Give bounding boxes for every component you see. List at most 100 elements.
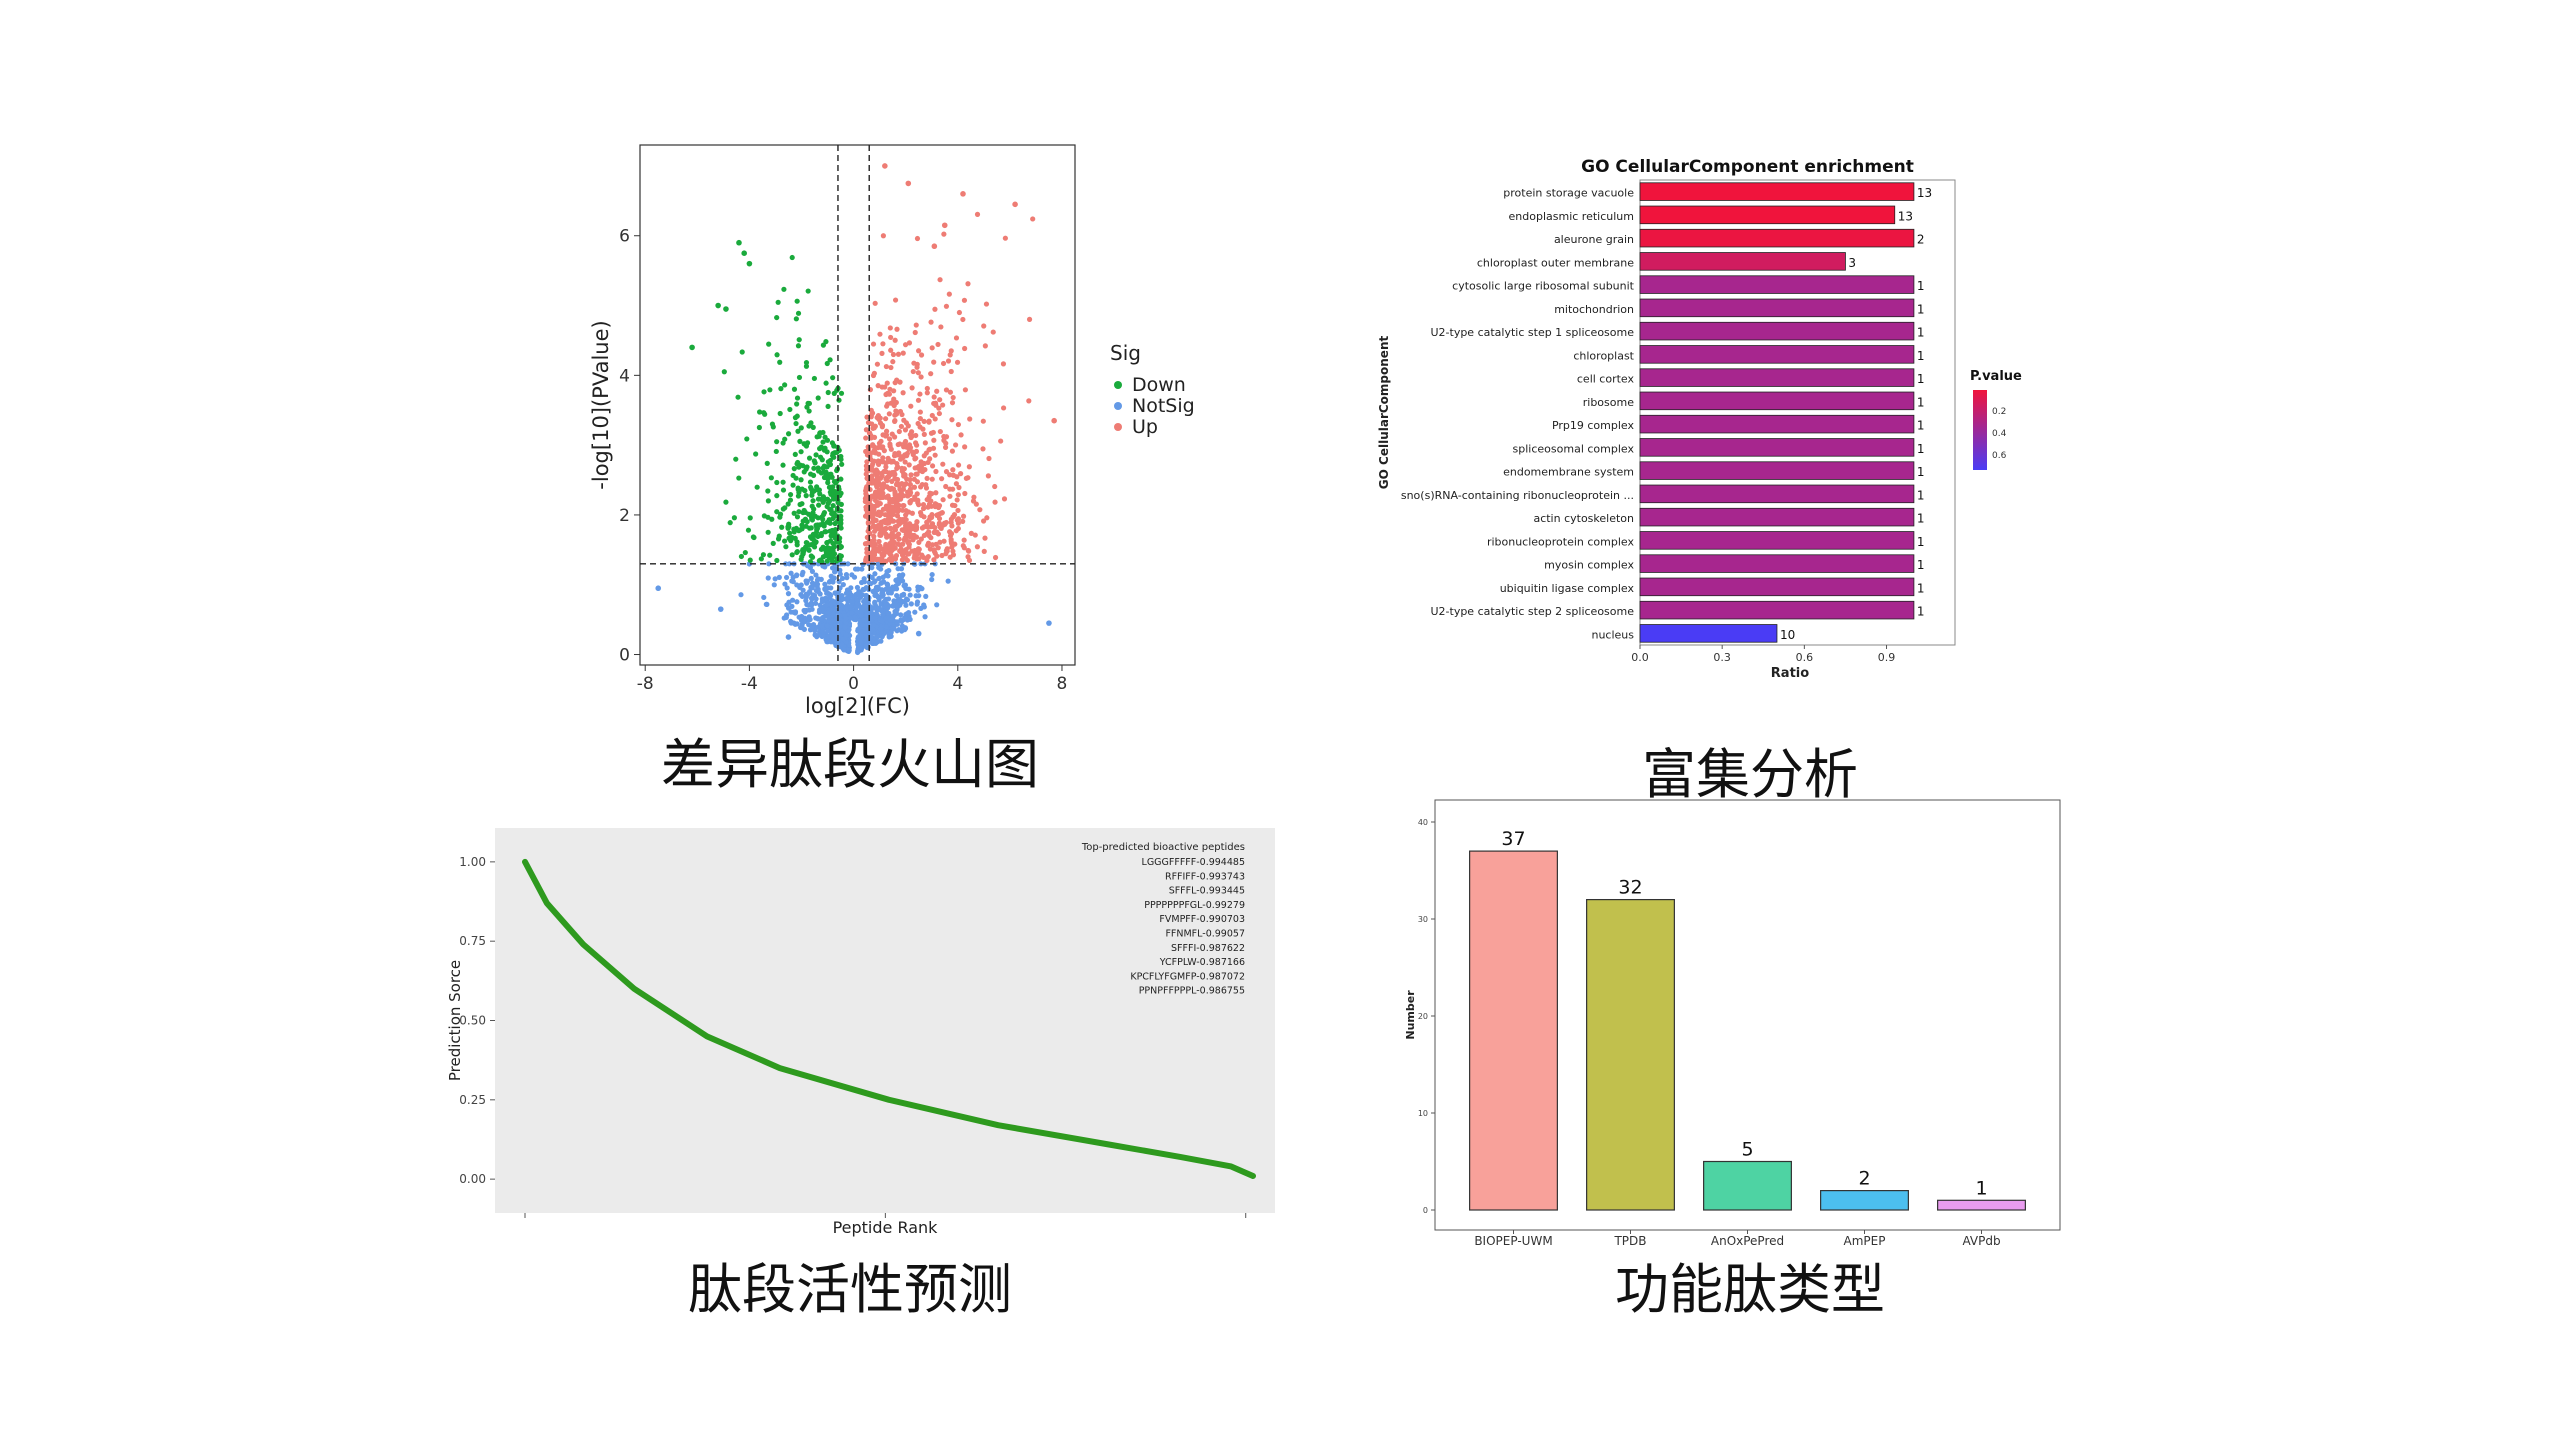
y-axis-label: -log[10](PValue) xyxy=(590,320,613,489)
category-label: spliceosomal complex xyxy=(1513,442,1635,455)
volcano-point-notsig xyxy=(761,594,767,601)
volcano-point-up xyxy=(906,462,912,468)
volcano-point-down xyxy=(825,500,831,506)
volcano-point-up xyxy=(953,481,959,487)
volcano-point-notsig xyxy=(839,642,845,648)
volcano-point-up xyxy=(900,503,906,509)
volcano-point-notsig xyxy=(907,592,913,598)
bar-value-label: 1 xyxy=(1917,465,1925,479)
volcano-point-notsig xyxy=(883,572,889,578)
volcano-point-notsig xyxy=(843,620,849,626)
volcano-point-down xyxy=(798,556,804,562)
volcano-point-up xyxy=(889,539,895,545)
volcano-point-down xyxy=(805,288,811,294)
volcano-point-notsig xyxy=(858,592,864,598)
activity-caption: 肽段活性预测 xyxy=(688,1258,1012,1321)
volcano-point-down xyxy=(774,479,780,486)
volcano-point-notsig xyxy=(884,582,891,588)
volcano-point-up xyxy=(877,475,884,481)
volcano-point-up xyxy=(936,520,943,526)
volcano-point-notsig xyxy=(866,639,872,645)
volcano-point-up xyxy=(1012,201,1018,208)
volcano-point-notsig xyxy=(835,592,841,598)
volcano-point-notsig xyxy=(819,623,825,629)
volcano-point-up xyxy=(867,504,873,511)
volcano-point-up xyxy=(939,552,945,559)
volcano-point-up xyxy=(990,329,996,335)
volcano-point-up xyxy=(947,493,953,499)
bar xyxy=(1639,414,1915,434)
volcano-point-notsig xyxy=(840,581,846,588)
volcano-point-up xyxy=(918,374,924,380)
volcano-point-up xyxy=(871,528,878,534)
volcano-point-notsig xyxy=(896,596,903,602)
volcano-point-up xyxy=(937,397,943,403)
volcano-point-up xyxy=(931,557,937,563)
volcano-point-down xyxy=(829,510,835,517)
volcano-point-up xyxy=(929,412,935,419)
volcano-point-notsig xyxy=(717,606,724,612)
volcano-point-notsig xyxy=(830,575,836,581)
volcano-point-up xyxy=(883,391,889,398)
volcano-point-notsig xyxy=(766,561,772,567)
volcano-point-up xyxy=(1002,235,1008,241)
volcano-point-up xyxy=(894,523,900,529)
volcano-point-up xyxy=(880,490,886,496)
volcano-point-up xyxy=(932,306,938,312)
volcano-point-notsig xyxy=(836,601,842,608)
bar xyxy=(1639,182,1915,201)
volcano-point-up xyxy=(870,449,876,455)
y-tick-label: 2 xyxy=(619,506,630,526)
volcano-point-down xyxy=(807,525,813,531)
volcano-point-down xyxy=(806,408,812,414)
volcano-point-down xyxy=(824,449,830,455)
legend-label-up: Up xyxy=(1132,416,1158,438)
volcano-point-notsig xyxy=(792,609,799,615)
volcano-point-up xyxy=(960,316,966,323)
volcano-point-down xyxy=(800,463,806,469)
volcano-point-up xyxy=(875,458,881,465)
volcano-point-up xyxy=(878,458,884,464)
volcano-point-notsig xyxy=(854,584,861,591)
volcano-point-down xyxy=(812,460,818,466)
volcano-point-up xyxy=(917,409,923,415)
volcano-point-up xyxy=(906,539,912,545)
volcano-point-up xyxy=(921,524,927,530)
volcano-point-down xyxy=(789,254,795,261)
volcano-point-up xyxy=(897,408,904,415)
volcano-point-up xyxy=(917,415,923,422)
volcano-point-up xyxy=(882,163,888,169)
volcano-point-down xyxy=(791,510,797,516)
volcano-point-up xyxy=(892,527,899,533)
volcano-point-up xyxy=(929,345,935,351)
volcano-point-notsig xyxy=(922,614,928,620)
bar-value-label: 13 xyxy=(1917,186,1932,200)
volcano-point-down xyxy=(689,344,695,351)
volcano-point-up xyxy=(931,394,937,400)
volcano-point-down xyxy=(765,488,771,494)
volcano-point-down xyxy=(829,553,835,559)
volcano-point-notsig xyxy=(765,575,771,581)
volcano-point-up xyxy=(908,403,914,409)
volcano-point-notsig xyxy=(855,648,861,654)
bar-value-label: 1 xyxy=(1917,326,1925,340)
x-tick-label: 0 xyxy=(848,674,859,694)
volcano-point-up xyxy=(883,428,890,434)
volcano-point-down xyxy=(829,558,835,564)
volcano-point-up xyxy=(934,388,940,394)
volcano-point-down xyxy=(764,460,770,466)
volcano-point-notsig xyxy=(895,576,901,583)
volcano-point-down xyxy=(803,466,809,472)
volcano-point-notsig xyxy=(894,607,900,613)
volcano-point-down xyxy=(809,516,815,522)
volcano-point-up xyxy=(886,470,892,476)
volcano-point-up xyxy=(915,348,922,354)
volcano-point-up xyxy=(921,431,927,437)
volcano-point-up xyxy=(913,440,919,446)
volcano-point-down xyxy=(810,472,817,478)
volcano-point-up xyxy=(992,483,998,490)
volcano-point-notsig xyxy=(886,610,892,617)
volcano-point-down xyxy=(756,424,762,431)
legend-tick-label: 0.2 xyxy=(1992,407,2006,417)
volcano-point-notsig xyxy=(876,597,882,603)
